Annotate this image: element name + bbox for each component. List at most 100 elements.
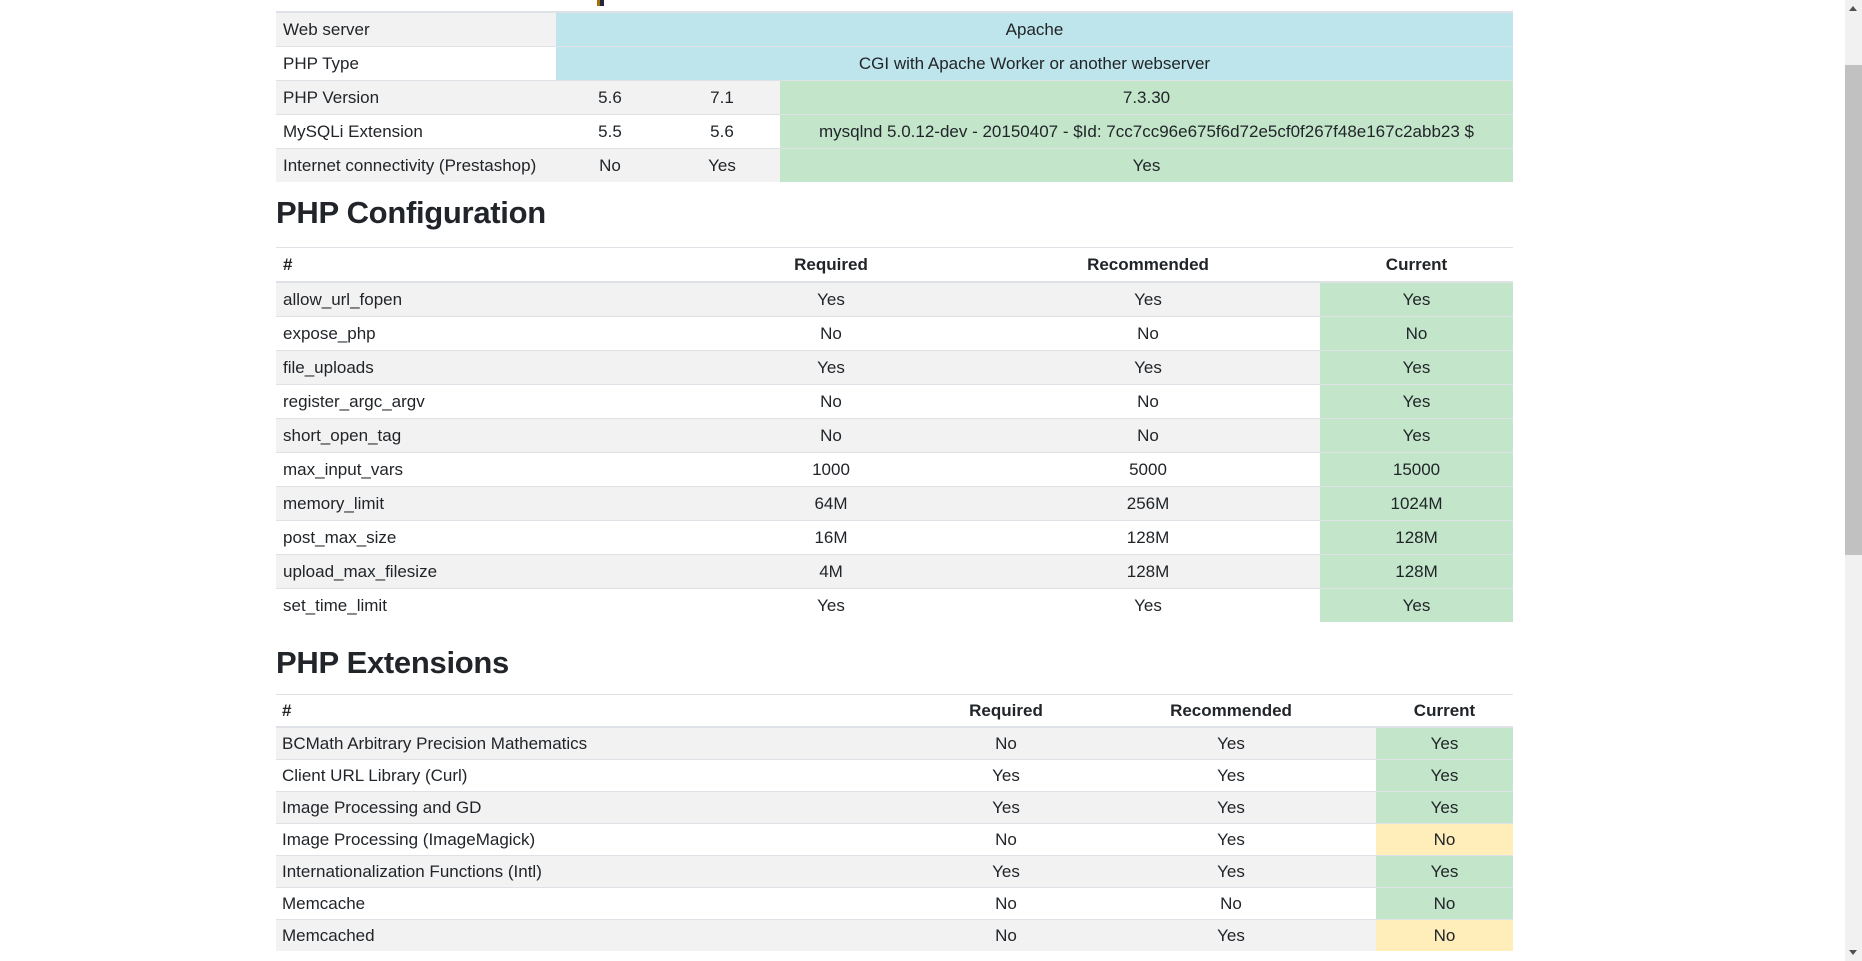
- cell-required: No: [926, 887, 1086, 920]
- cell-recommended: Yes: [1086, 726, 1376, 760]
- cell-recommended: 128M: [976, 520, 1320, 555]
- table-row: PHP Version 5.6 7.1 7.3.30: [276, 80, 1514, 115]
- cell-current: 128M: [1320, 520, 1513, 555]
- cell-name: Internet connectivity (Prestashop): [276, 148, 556, 182]
- cell-required: No: [926, 919, 1086, 951]
- table-row: set_time_limit Yes Yes Yes: [276, 588, 1513, 622]
- cell-status-span: CGI with Apache Worker or another webser…: [556, 46, 1514, 81]
- table-row: Memcache No No No: [276, 887, 1513, 920]
- php-extensions-heading: PHP Extensions: [276, 645, 509, 680]
- table-row: Memcached No Yes No: [276, 919, 1513, 951]
- cell-name: Image Processing and GD: [276, 791, 926, 824]
- scroll-down-arrow-icon: [1849, 950, 1857, 955]
- cell-current: 128M: [1320, 554, 1513, 589]
- cell-current: No: [1376, 887, 1513, 920]
- cell-current: No: [1320, 316, 1513, 351]
- cell-name: Image Processing (ImageMagick): [276, 823, 926, 856]
- cell-current: No: [1376, 919, 1513, 951]
- cell-name: PHP Type: [276, 46, 556, 81]
- cell-required: No: [556, 148, 664, 182]
- cell-recommended: 128M: [976, 554, 1320, 589]
- cell-required: 5.5: [556, 114, 664, 149]
- cell-required: Yes: [686, 281, 976, 317]
- cell-name: Client URL Library (Curl): [276, 759, 926, 792]
- table-row: allow_url_fopen Yes Yes Yes: [276, 281, 1513, 317]
- cell-required: No: [686, 384, 976, 419]
- cell-required: No: [686, 418, 976, 453]
- table-row: BCMath Arbitrary Precision Mathematics No…: [276, 726, 1513, 760]
- cell-recommended: Yes: [1086, 919, 1376, 951]
- cell-recommended: No: [1086, 887, 1376, 920]
- cell-name: BCMath Arbitrary Precision Mathematics: [276, 726, 926, 760]
- cell-current: Yes: [1320, 281, 1513, 317]
- cell-current: Yes: [1320, 350, 1513, 385]
- cell-current: Yes: [1320, 418, 1513, 453]
- cell-recommended: Yes: [976, 281, 1320, 317]
- table-row: Image Processing and GD Yes Yes Yes: [276, 791, 1513, 824]
- column-header-required: Required: [926, 694, 1086, 728]
- cell-name: register_argc_argv: [276, 384, 686, 419]
- cell-required: No: [926, 726, 1086, 760]
- table-row: memory_limit 64M 256M 1024M: [276, 486, 1513, 521]
- clipped-heading-fragment: [597, 0, 604, 6]
- php-extensions-table: # Required Recommended Current BCMath Arbitr…: [276, 694, 1513, 951]
- header-row: # Required Recommended Current: [276, 247, 1513, 283]
- cell-recommended: 5000: [976, 452, 1320, 487]
- table-row: upload_max_filesize 4M 128M 128M: [276, 554, 1513, 589]
- cell-current: 1024M: [1320, 486, 1513, 521]
- cell-current: Yes: [1376, 759, 1513, 792]
- cell-recommended: No: [976, 316, 1320, 351]
- table-row: Client URL Library (Curl) Yes Yes Yes: [276, 759, 1513, 792]
- scroll-down-button[interactable]: [1845, 944, 1862, 961]
- cell-recommended: No: [976, 384, 1320, 419]
- cell-name: expose_php: [276, 316, 686, 351]
- cell-required: No: [926, 823, 1086, 856]
- table-row: Web server Apache: [276, 11, 1514, 47]
- cell-required: Yes: [686, 588, 976, 622]
- php-configuration-table: # Required Recommended Current allow_url_fop…: [276, 247, 1513, 622]
- cell-name: post_max_size: [276, 520, 686, 555]
- table-row: max_input_vars 1000 5000 15000: [276, 452, 1513, 487]
- cell-name: MySQLi Extension: [276, 114, 556, 149]
- cell-name: file_uploads: [276, 350, 686, 385]
- table-row: post_max_size 16M 128M 128M: [276, 520, 1513, 555]
- cell-recommended: Yes: [976, 588, 1320, 622]
- cell-required: 16M: [686, 520, 976, 555]
- cell-name: PHP Version: [276, 80, 556, 115]
- vertical-scrollbar[interactable]: [1845, 0, 1862, 961]
- cell-current: 7.3.30: [780, 80, 1514, 115]
- cell-name: max_input_vars: [276, 452, 686, 487]
- table-row: file_uploads Yes Yes Yes: [276, 350, 1513, 385]
- table-row: PHP Type CGI with Apache Worker or anothe…: [276, 46, 1514, 81]
- cell-recommended: Yes: [1086, 823, 1376, 856]
- cell-required: 5.6: [556, 80, 664, 115]
- cell-required: Yes: [926, 855, 1086, 888]
- column-header-current: Current: [1376, 694, 1513, 728]
- cell-current: Yes: [1376, 791, 1513, 824]
- server-summary-table: Web server Apache PHP Type CGI with Apache …: [276, 11, 1514, 182]
- cell-recommended: 7.1: [664, 80, 780, 115]
- cell-name: short_open_tag: [276, 418, 686, 453]
- php-configuration-heading: PHP Configuration: [276, 195, 546, 230]
- cell-current: Yes: [780, 148, 1514, 182]
- column-header-required: Required: [686, 247, 976, 283]
- cell-name: allow_url_fopen: [276, 281, 686, 317]
- cell-current: Yes: [1376, 855, 1513, 888]
- cell-required: 1000: [686, 452, 976, 487]
- table-row: Image Processing (ImageMagick) No Yes No: [276, 823, 1513, 856]
- cell-status-span: Apache: [556, 11, 1514, 47]
- table-row: MySQLi Extension 5.5 5.6 mysqlnd 5.0.12-dev…: [276, 114, 1514, 149]
- column-header--: #: [276, 247, 686, 283]
- cell-recommended: 5.6: [664, 114, 780, 149]
- cell-current: Yes: [1320, 588, 1513, 622]
- cell-name: Web server: [276, 11, 556, 47]
- cell-recommended: Yes: [1086, 791, 1376, 824]
- scroll-up-button[interactable]: [1845, 0, 1862, 17]
- column-header--: #: [276, 694, 926, 728]
- cell-recommended: Yes: [1086, 855, 1376, 888]
- cell-current: Yes: [1320, 384, 1513, 419]
- scrollbar-thumb[interactable]: [1845, 65, 1862, 555]
- cell-recommended: 256M: [976, 486, 1320, 521]
- table-row: Internationalization Functions (Intl) Yes…: [276, 855, 1513, 888]
